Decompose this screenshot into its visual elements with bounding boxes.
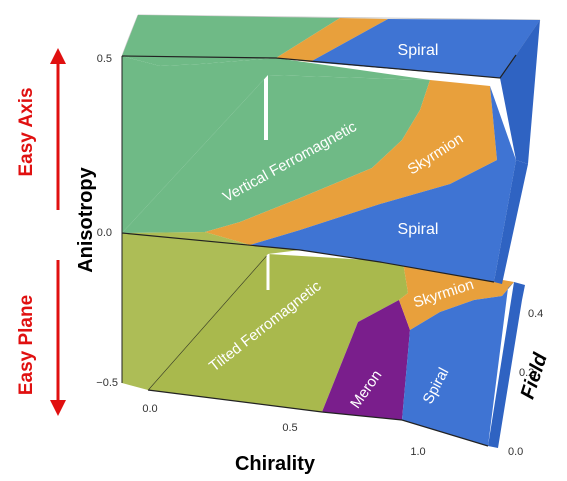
field-tick-0.0: 0.0: [508, 446, 523, 458]
vertical-ferromagnetic-region: [122, 15, 340, 66]
x-axis-ticks: 0.0 0.5 1.0: [142, 403, 425, 458]
x-tick-0.5: 0.5: [282, 422, 297, 434]
top-skyrmion-strip: [276, 18, 388, 62]
top-spiral-label: Spiral: [398, 42, 439, 59]
z-axis-ticks: 0.5 0.0 −0.5: [96, 53, 118, 389]
field-tick-0.2: 0.2: [519, 367, 534, 379]
arrow-down-icon: [50, 400, 66, 416]
top-slice: [121, 15, 540, 233]
easy-plane-indicator: Easy Plane: [16, 260, 66, 416]
middle-slice: [121, 75, 528, 390]
bottom-slice: [147, 253, 525, 448]
easy-axis-label: Easy Axis: [16, 87, 37, 176]
field-tick-0.4: 0.4: [528, 308, 543, 320]
z-tick-neg0.5: −0.5: [96, 377, 118, 389]
middle-ferromagnetic-region: [122, 75, 430, 233]
middle-front-band: [122, 232, 300, 390]
z-tick-0.5: 0.5: [97, 53, 112, 65]
middle-spiral-region: [250, 86, 516, 282]
tilted-ferromagnetic-region: [148, 254, 408, 412]
easy-plane-label: Easy Plane: [16, 295, 37, 395]
x-axis-title: Chirality: [235, 453, 316, 475]
anisotropy-axis-title: Anisotropy: [75, 166, 97, 272]
meron-region: [322, 300, 410, 420]
bottom-spiral-region: [402, 282, 514, 446]
middle-skyrmion-region: [205, 80, 497, 245]
field-axis-title: Field: [517, 350, 553, 402]
top-spiral-region: [310, 19, 540, 78]
middle-spiral-label: Spiral: [398, 221, 439, 238]
easy-axis-indicator: Easy Axis: [16, 48, 66, 210]
x-tick-1.0: 1.0: [410, 446, 425, 458]
x-tick-0.0: 0.0: [142, 403, 157, 415]
field-axis-ticks: 0.0 0.2 0.4: [508, 308, 543, 458]
z-tick-0.0: 0.0: [97, 227, 112, 239]
arrow-up-icon: [50, 48, 66, 64]
top-ferromagnetic-face: [122, 56, 430, 233]
